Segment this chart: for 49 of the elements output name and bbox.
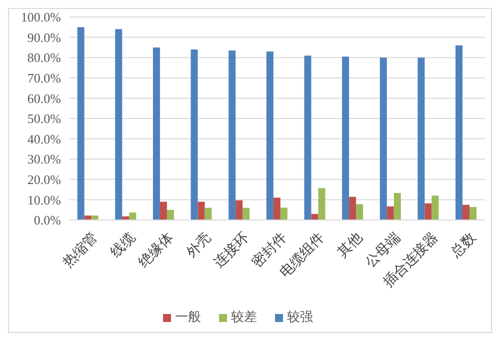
bar (342, 56, 350, 220)
y-tick-label: 30.0% (27, 152, 62, 167)
y-tick-label: 70.0% (27, 70, 62, 86)
x-tick-label: 热缩管 (60, 230, 101, 271)
bar (190, 49, 198, 220)
y-tick-label: 80.0% (27, 50, 62, 66)
bar (424, 203, 432, 220)
y-tick-label: 40.0% (27, 131, 62, 146)
bar (204, 208, 212, 220)
x-tick-label: 总数 (447, 230, 480, 262)
bar (236, 200, 243, 220)
bar (356, 204, 364, 220)
bar (349, 196, 356, 220)
bar (242, 208, 250, 220)
bar (198, 202, 205, 220)
bar (318, 188, 326, 220)
bar (160, 202, 167, 220)
y-tick-label: 60.0% (27, 90, 62, 106)
bar (77, 27, 84, 220)
bar (462, 204, 470, 220)
bar (115, 29, 122, 220)
y-tick-label: 100.0% (20, 10, 62, 25)
bar (470, 207, 476, 220)
legend-label: 一般 (175, 309, 201, 324)
y-tick-label: 50.0% (27, 111, 62, 126)
bar (456, 45, 462, 220)
x-tick-label: 其他 (334, 230, 366, 261)
bar (394, 193, 401, 220)
y-tick-label: 10.0% (27, 192, 62, 208)
bar (91, 216, 98, 220)
bar (280, 208, 288, 220)
bar (166, 210, 174, 220)
bar (386, 206, 394, 220)
bar (266, 52, 274, 220)
y-tick-label: 20.0% (27, 172, 62, 188)
bar (432, 196, 439, 220)
bar (152, 47, 160, 220)
bar (129, 212, 136, 220)
bar (418, 58, 425, 220)
y-tick-label: 90.0% (27, 30, 62, 45)
bar (311, 214, 318, 220)
legend-label: 较强 (287, 309, 313, 324)
bar (304, 56, 312, 220)
bar (228, 50, 236, 220)
y-tick-label: 0.0% (34, 212, 62, 228)
bar (273, 198, 280, 220)
bar (380, 58, 387, 220)
bar (84, 216, 92, 220)
legend-label: 较差 (231, 309, 257, 324)
